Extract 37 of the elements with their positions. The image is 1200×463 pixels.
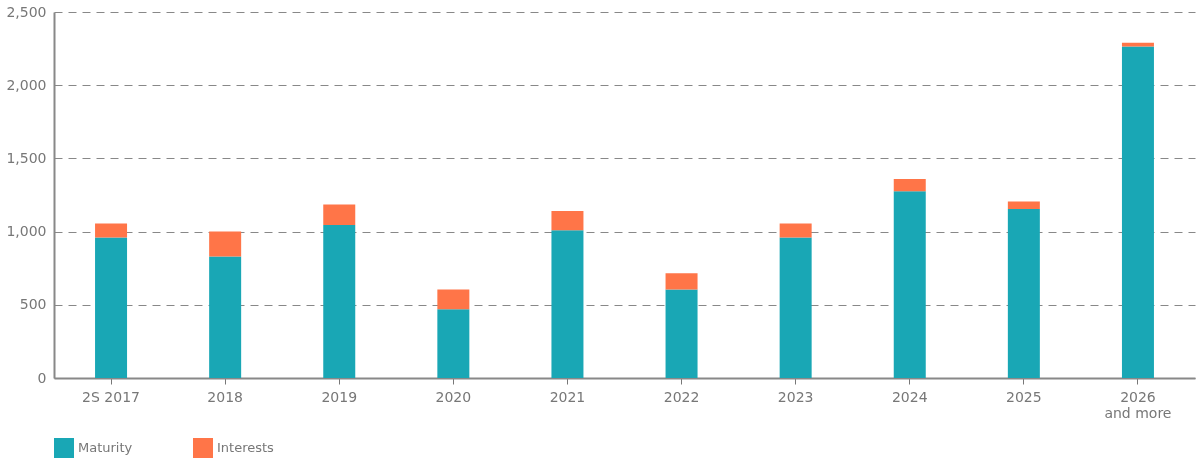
bar (893, 191, 926, 378)
bar (437, 309, 470, 378)
x-tick-label: 2023 (777, 388, 814, 405)
bar (665, 289, 698, 378)
y-tick-label: 500 (19, 296, 47, 313)
bar (323, 225, 356, 378)
y-tick-label: 2,000 (6, 76, 47, 93)
x-tick-label: 2025 (1006, 388, 1042, 405)
y-tick-label: 2,500 (6, 3, 47, 20)
x-tick-label: 2020 (435, 388, 472, 405)
bar (893, 178, 926, 192)
bar (95, 237, 128, 378)
bar (779, 223, 812, 238)
bar (665, 273, 698, 290)
bar (1007, 201, 1040, 209)
bar (779, 237, 812, 378)
bar (95, 223, 128, 238)
x-tick-label: 2024 (891, 388, 928, 405)
y-tick-label: 0 (37, 369, 47, 386)
bar (323, 204, 356, 226)
x-tick-label: 2026 and more (1104, 388, 1172, 421)
bar (1007, 208, 1040, 378)
bar (551, 211, 584, 231)
x-tick-label: 2S 2017 (82, 388, 140, 405)
bar (551, 230, 584, 378)
bar (209, 256, 242, 378)
legend-label: Interests (217, 440, 275, 455)
x-tick-label: 2021 (549, 388, 586, 405)
bar (437, 289, 470, 310)
x-tick-label: 2018 (207, 388, 243, 405)
bar (1121, 46, 1154, 378)
legend-label: Maturity (78, 440, 133, 455)
y-tick-label: 1,500 (6, 149, 47, 166)
x-tick-label: 2022 (663, 388, 700, 405)
bar (209, 231, 242, 257)
y-tick-label: 1,000 (6, 223, 47, 240)
x-tick-label: 2019 (321, 388, 358, 405)
